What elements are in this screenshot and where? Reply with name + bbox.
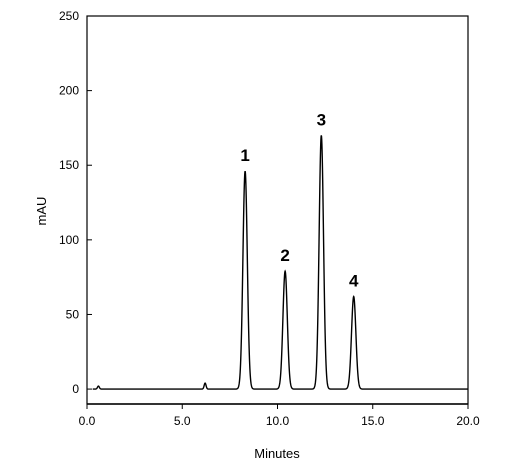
y-axis-ticks: 0 50 100 150 200 250	[59, 9, 92, 396]
plot-frame	[86, 15, 469, 405]
x-tick-label: 20.0	[456, 414, 480, 428]
y-tick-label: 100	[59, 233, 79, 247]
y-tick-label: 0	[72, 382, 79, 396]
x-tick-label: 0.0	[79, 414, 96, 428]
y-tick-label: 50	[66, 307, 80, 321]
peak-label-4: 4	[349, 272, 359, 291]
peak-label-3: 3	[317, 110, 326, 129]
x-axis-title: Minutes	[254, 446, 300, 461]
x-tick-label: 10.0	[266, 414, 290, 428]
chromatogram-trace	[92, 135, 468, 390]
y-tick-label: 250	[59, 9, 79, 23]
x-tick-label: 15.0	[361, 414, 385, 428]
y-tick-label: 150	[59, 158, 79, 172]
y-tick-label: 200	[59, 84, 79, 98]
x-tick-label: 5.0	[174, 414, 191, 428]
peak-label-2: 2	[280, 246, 289, 265]
peak-labels: 1 2 3 4	[240, 110, 359, 290]
y-axis-title: mAU	[34, 197, 49, 226]
x-axis-ticks: 0.0 5.0 10.0 15.0 20.0	[79, 404, 480, 428]
peak-label-1: 1	[240, 146, 249, 165]
